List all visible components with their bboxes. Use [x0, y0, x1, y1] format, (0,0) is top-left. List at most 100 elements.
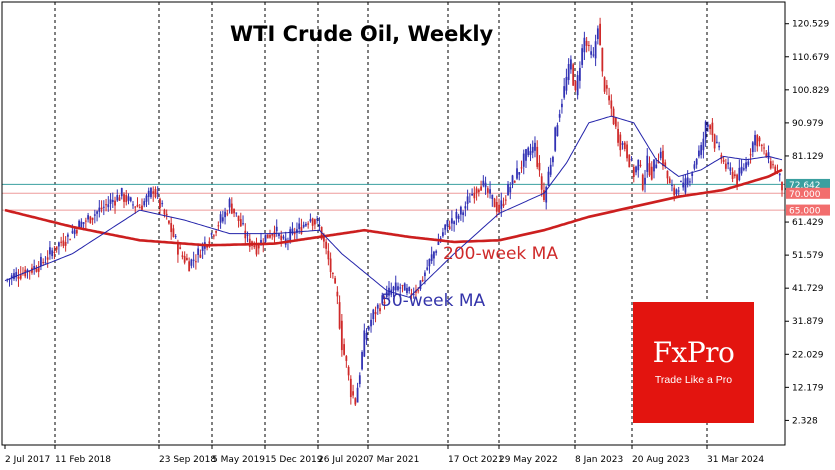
candle-body: [774, 166, 777, 173]
candle-body: [349, 378, 352, 398]
candle-body: [96, 211, 98, 214]
level-label: 65.000: [789, 207, 821, 217]
candle-body: [664, 162, 667, 167]
candle-body: [49, 247, 51, 255]
candle-body: [621, 143, 624, 145]
candle-body: [680, 181, 682, 183]
candle-body: [473, 192, 476, 199]
candle-body: [51, 250, 54, 257]
candle-body: [385, 291, 388, 297]
candle-body: [127, 196, 130, 201]
price-levels: [2, 183, 785, 211]
candle-body: [10, 275, 13, 279]
candle-body: [314, 219, 316, 225]
candle-body: [453, 221, 456, 225]
x-tick-label: 26 Jul 2020: [318, 455, 369, 465]
candle-body: [722, 159, 725, 162]
candle-body: [13, 273, 15, 279]
y-axis: 120.529110.679100.82990.97981.12971.2796…: [785, 20, 829, 426]
candle-body: [570, 59, 572, 70]
candle-body: [143, 201, 146, 206]
candle-body: [150, 187, 152, 198]
candle-body: [536, 146, 539, 167]
candle-body: [525, 149, 527, 161]
plot-frame: [1, 1, 786, 446]
candle-body: [134, 206, 137, 208]
candle-body: [653, 159, 655, 172]
candle-body: [435, 251, 438, 253]
candle-body: [66, 234, 69, 237]
candle-body: [406, 287, 408, 294]
candle-body: [518, 172, 521, 175]
level-box: [786, 178, 830, 190]
candle-body: [145, 195, 148, 202]
candle-body: [325, 241, 328, 249]
candle-body: [704, 121, 707, 139]
candle-body: [379, 308, 381, 312]
candle-body: [531, 146, 534, 153]
candle-body: [266, 234, 269, 239]
candle-body: [147, 190, 150, 197]
candle-body: [197, 248, 200, 255]
candle-body: [430, 254, 433, 261]
candle-body: [179, 247, 182, 249]
y-tick-label: 41.729: [792, 284, 824, 294]
candle-body: [648, 163, 651, 176]
candle-body: [123, 194, 125, 202]
candle-body: [513, 181, 516, 183]
candle-body: [183, 256, 186, 263]
candle-body: [641, 174, 644, 190]
candle-body: [352, 391, 354, 396]
candle-body: [599, 23, 602, 46]
candle-body: [471, 193, 473, 196]
candle-body: [109, 199, 112, 204]
candle-body: [495, 202, 498, 212]
y-tick-label: 110.679: [792, 53, 829, 63]
level-label: 72.642: [789, 181, 821, 191]
x-tick-label: 11 Feb 2018: [55, 455, 111, 465]
candle-body: [185, 257, 188, 260]
candle-body: [114, 200, 116, 206]
candle-body: [552, 156, 554, 163]
candle-body: [282, 236, 285, 239]
candle-body: [644, 177, 646, 185]
candle-body: [233, 208, 235, 214]
candle-body: [558, 114, 561, 118]
candle-body: [336, 291, 339, 297]
candle-body: [401, 285, 404, 287]
candle-body: [698, 150, 700, 157]
candle-body: [740, 166, 743, 174]
candle-body: [102, 206, 105, 208]
candle-body: [635, 166, 637, 173]
candle-body: [397, 286, 399, 291]
candle-body: [585, 40, 588, 46]
candle-body: [302, 224, 305, 228]
candle-body: [772, 164, 774, 166]
candle-body: [26, 269, 29, 273]
candle-body: [322, 234, 325, 242]
level-label: 70.000: [789, 190, 821, 200]
y-tick-label: 2.328: [792, 416, 818, 426]
candle-body: [614, 117, 617, 127]
candle-body: [608, 95, 610, 101]
candle-body: [554, 127, 557, 151]
candle-body: [709, 125, 712, 130]
candle-body: [437, 241, 440, 245]
candle-body: [686, 177, 689, 185]
candle-body: [594, 41, 597, 59]
candle-body: [84, 220, 87, 222]
candle-body: [188, 261, 191, 272]
candle-body: [742, 168, 745, 170]
x-tick-label: 5 May 2019: [212, 455, 265, 465]
candle-body: [82, 222, 85, 224]
candle-body: [563, 86, 566, 98]
candle-body: [374, 311, 377, 315]
candle-body: [639, 164, 642, 167]
candle-body: [255, 242, 258, 255]
candle-body: [194, 261, 197, 263]
candle-body: [760, 144, 763, 146]
candle-body: [442, 232, 444, 237]
y-tick-label: 61.429: [792, 218, 824, 228]
candle-body: [154, 189, 157, 198]
candle-body: [459, 206, 462, 215]
